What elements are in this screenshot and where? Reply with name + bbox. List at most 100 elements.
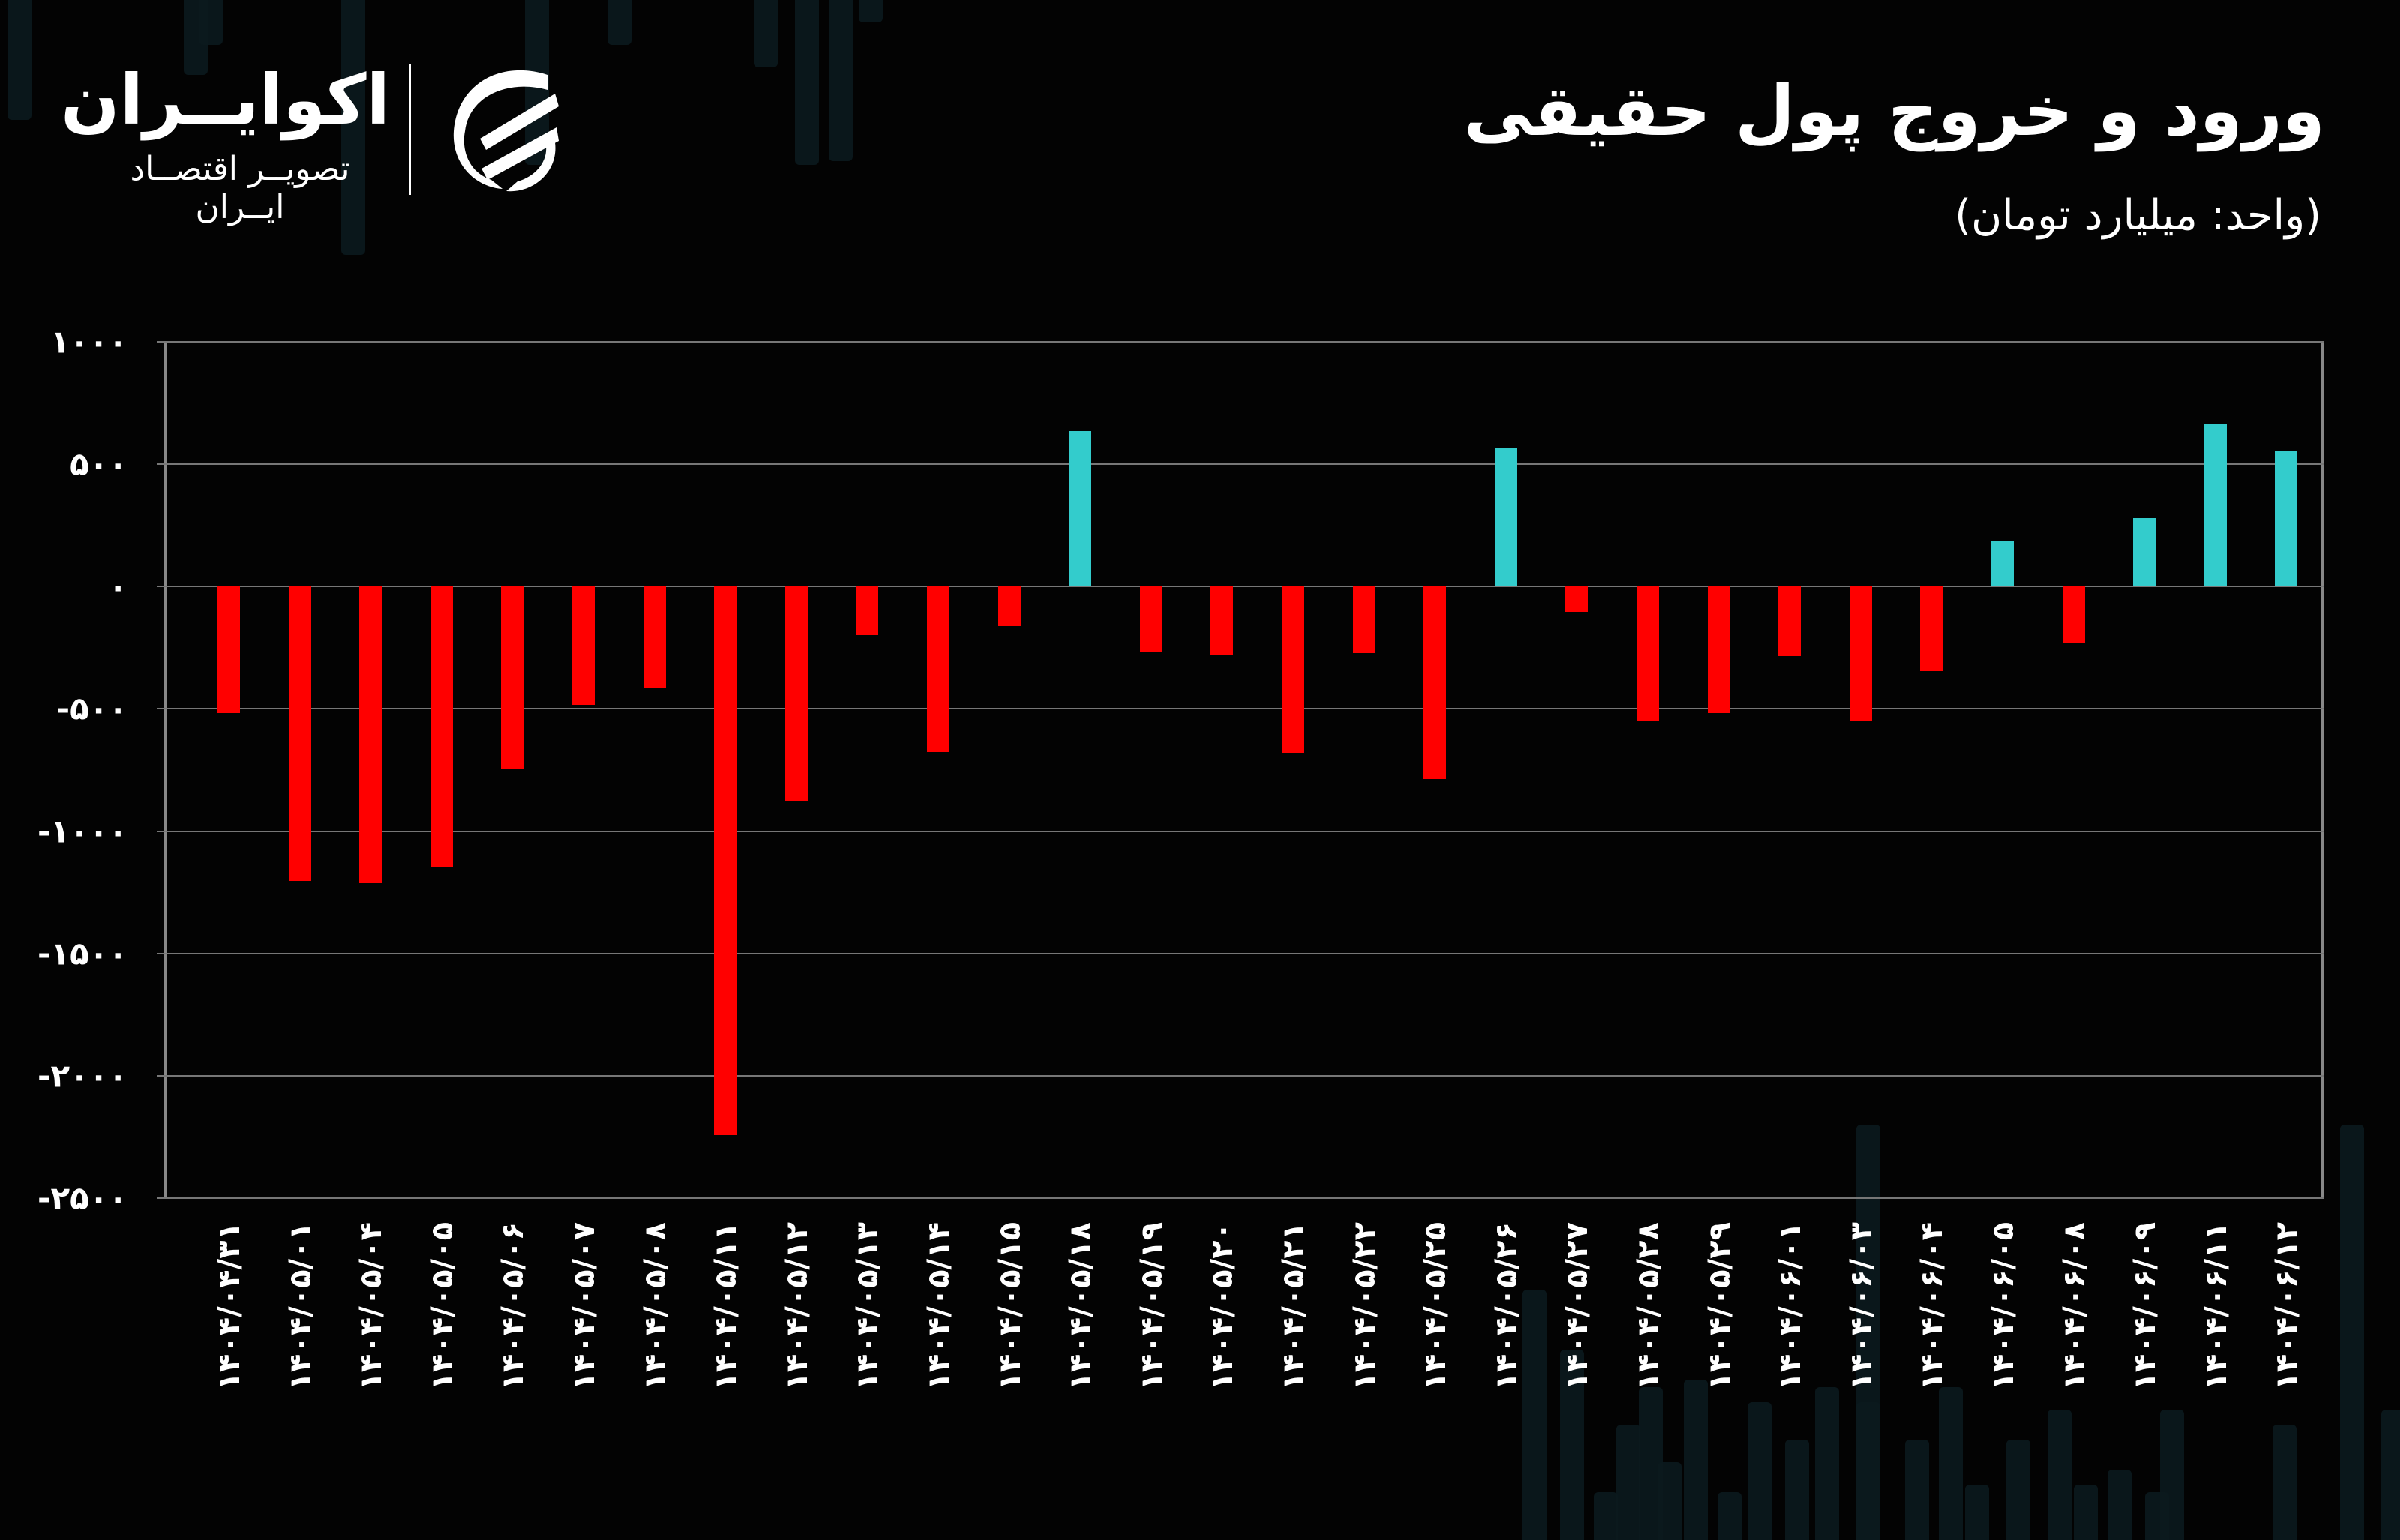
decor-bar — [754, 0, 778, 67]
x-tick-label: ۱۴۰۴/۰۶/۰۹ — [2128, 1222, 2163, 1391]
x-tick-label: ۱۴۰۴/۰۵/۱۳ — [850, 1222, 886, 1391]
bar — [1565, 586, 1588, 613]
y-tick-label: ۰ — [108, 568, 128, 605]
y-axis-line — [164, 342, 166, 1198]
decor-bar — [2160, 1410, 2184, 1540]
bar — [1778, 586, 1802, 656]
x-tick-label: ۱۴۰۴/۰۵/۲۷ — [1560, 1222, 1595, 1391]
x-tick-label: ۱۴۰۴/۰۶/۱۱ — [2198, 1222, 2234, 1391]
bar — [2133, 517, 2156, 587]
decor-bar — [341, 0, 365, 255]
bar — [1849, 586, 1872, 722]
x-tick-label: ۱۴۰۴/۰۵/۱۱ — [709, 1222, 744, 1391]
x-tick-label: ۱۴۰۴/۰۵/۲۶ — [1489, 1222, 1524, 1391]
bar — [1069, 431, 1092, 587]
ecoiran-logo: اکوایــران تصویــر اقتصــاد ایــران — [61, 60, 585, 226]
bar — [1282, 586, 1304, 753]
x-tick-label: ۱۴۰۴/۰۶/۰۱ — [1773, 1222, 1808, 1391]
x-tick-label: ۱۴۰۴/۰۵/۱۹ — [1134, 1222, 1169, 1391]
x-tick-label: ۱۴۰۴/۰۵/۱۵ — [992, 1222, 1028, 1391]
x-tick-label: ۱۴۰۴/۰۶/۰۳ — [1844, 1222, 1879, 1391]
plot-right-border — [2321, 342, 2324, 1198]
chart-subtitle: (واحد: میلیارد تومان) — [1954, 191, 2321, 240]
gridline — [157, 952, 2324, 954]
bar — [643, 586, 666, 688]
decor-bar — [1522, 1290, 1546, 1540]
decor-bar — [1965, 1485, 1989, 1540]
decor-bar — [859, 0, 883, 22]
decor-bar — [1856, 1125, 1880, 1540]
x-tick-label: ۱۴۰۴/۰۶/۰۴ — [1915, 1222, 1950, 1391]
plot-area — [157, 341, 2324, 1199]
gridline — [157, 1197, 2324, 1199]
bar — [218, 586, 240, 714]
decor-bar — [8, 0, 32, 120]
decor-bar — [1684, 1380, 1708, 1540]
bar — [1636, 586, 1659, 721]
decor-bar — [1785, 1440, 1809, 1540]
decor-bar — [2048, 1410, 2072, 1540]
bar — [1920, 586, 1943, 671]
decor-bar — [2074, 1485, 2098, 1540]
decor-bar — [1748, 1402, 1772, 1540]
y-tick-label: ۵۰۰ — [70, 445, 128, 483]
y-tick-label: -۱۰۰۰ — [38, 813, 128, 850]
bar — [714, 586, 737, 1136]
bar — [1210, 586, 1234, 655]
decor-bar — [1560, 1350, 1584, 1540]
x-tick-label: ۱۴۰۴/۰۵/۰۴ — [354, 1222, 389, 1391]
decor-bar — [2006, 1440, 2030, 1540]
logo-name: اکوایــران — [61, 60, 390, 140]
decor-bar — [795, 0, 819, 165]
x-tick-label: ۱۴۰۴/۰۵/۰۸ — [638, 1222, 673, 1391]
gridline — [157, 708, 2324, 710]
bar — [998, 586, 1021, 626]
decor-bar — [1658, 1462, 1682, 1540]
gridline — [157, 1074, 2324, 1077]
bar — [1494, 448, 1517, 587]
bar — [572, 586, 595, 705]
decor-bar — [1616, 1425, 1640, 1540]
logo-divider — [409, 64, 411, 195]
decor-bar — [608, 0, 632, 45]
x-tick-label: ۱۴۰۴/۰۵/۲۲ — [1347, 1222, 1382, 1391]
bar — [501, 586, 524, 769]
decor-bar — [2108, 1470, 2132, 1540]
x-tick-label: ۱۴۰۴/۰۶/۰۵ — [1986, 1222, 2020, 1391]
bar — [359, 586, 382, 884]
x-tick-label: ۱۴۰۴/۰۵/۰۵ — [424, 1222, 460, 1391]
bar — [856, 586, 879, 636]
decor-bar — [2381, 1410, 2400, 1540]
y-tick-label: -۲۵۰۰ — [38, 1179, 128, 1217]
x-tick-label: ۱۴۰۴/۰۵/۲۵ — [1418, 1222, 1454, 1391]
bar — [1139, 586, 1162, 652]
gridline — [157, 341, 2324, 343]
bar — [927, 586, 950, 752]
x-tick-label: ۱۴۰۴/۰۵/۱۲ — [779, 1222, 814, 1391]
decor-bar — [1905, 1440, 1929, 1540]
x-tick-label: ۱۴۰۴/۰۴/۳۱ — [212, 1222, 247, 1391]
gridline — [157, 586, 2324, 588]
logo-mark-icon — [453, 70, 559, 192]
x-tick-label: ۱۴۰۴/۰۵/۲۹ — [1702, 1222, 1737, 1391]
bar — [784, 586, 808, 801]
x-tick-label: ۱۴۰۴/۰۵/۲۰ — [1205, 1222, 1240, 1391]
bar — [1991, 541, 2014, 587]
y-tick-label: -۲۰۰۰ — [38, 1057, 128, 1095]
bar — [430, 586, 453, 867]
y-tick-label: -۱۵۰۰ — [38, 935, 128, 972]
decor-bar — [2272, 1425, 2296, 1540]
decor-bar — [1939, 1387, 1963, 1540]
bar — [1424, 586, 1447, 779]
chart-title: ورود و خروج پول حقیقی — [1463, 71, 2325, 151]
x-tick-label: ۱۴۰۴/۰۵/۱۸ — [1064, 1222, 1099, 1391]
gridline — [157, 830, 2324, 832]
decor-bar — [1594, 1492, 1618, 1540]
y-tick-label: ۱۰۰۰ — [50, 323, 128, 361]
gridline — [157, 463, 2324, 466]
x-tick-label: ۱۴۰۴/۰۵/۰۱ — [283, 1222, 318, 1391]
decor-bar — [1718, 1492, 1742, 1540]
x-tick-label: ۱۴۰۴/۰۵/۰۷ — [567, 1222, 602, 1391]
bar — [2275, 451, 2298, 587]
x-tick-label: ۱۴۰۴/۰۵/۲۸ — [1631, 1222, 1666, 1391]
